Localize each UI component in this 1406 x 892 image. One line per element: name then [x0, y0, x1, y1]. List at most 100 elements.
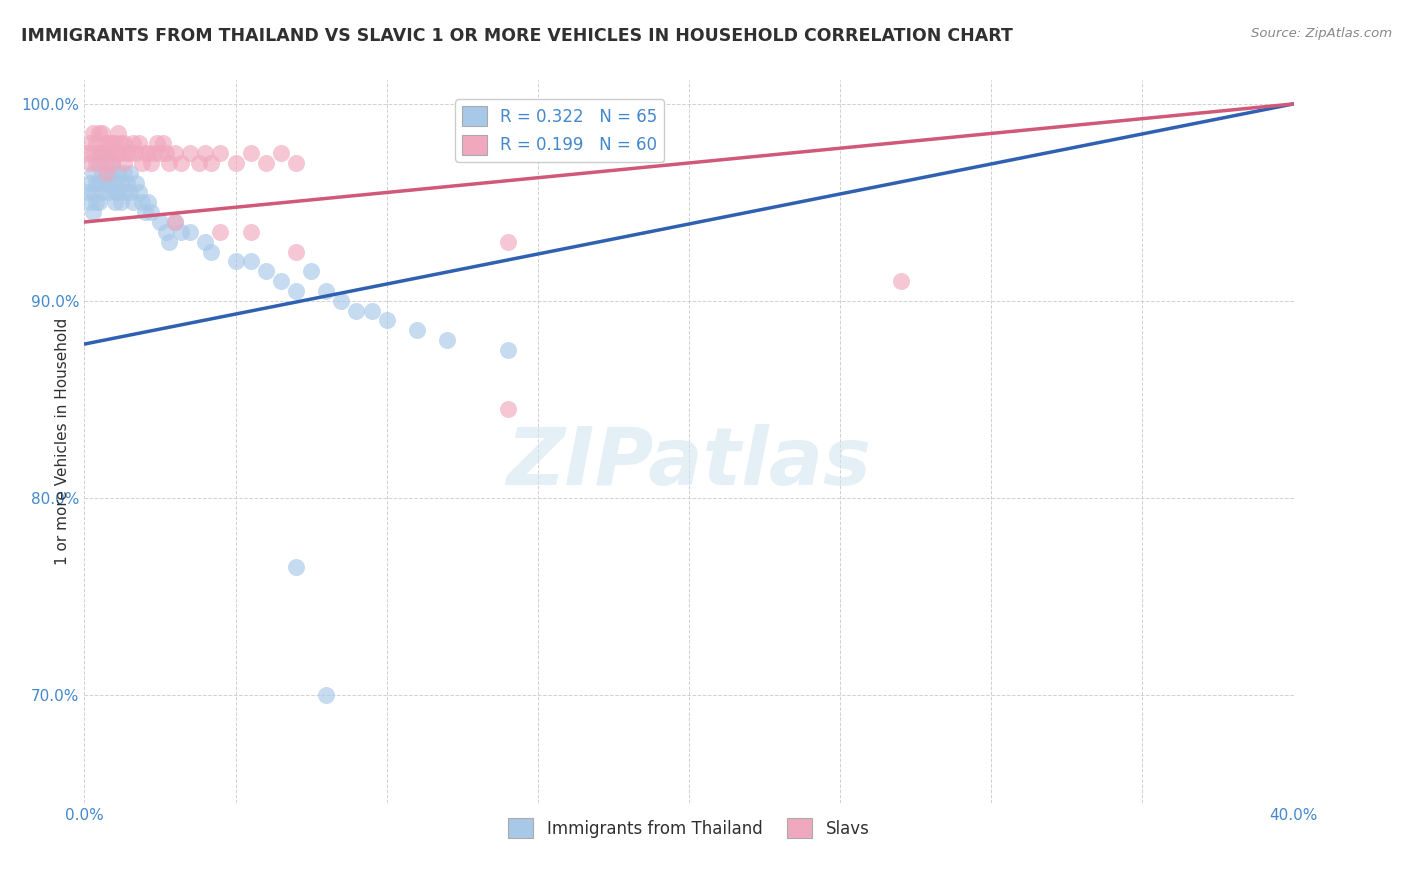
Point	[200, 156, 222, 170]
Point	[131, 156, 153, 170]
Point	[155, 146, 177, 161]
Point	[107, 186, 129, 200]
Point	[128, 186, 150, 200]
Point	[79, 156, 101, 170]
Point	[107, 146, 129, 161]
Point	[194, 235, 217, 249]
Point	[115, 146, 138, 161]
Point	[110, 146, 132, 161]
Point	[170, 225, 193, 239]
Point	[146, 136, 169, 151]
Point	[165, 215, 187, 229]
Point	[285, 244, 308, 259]
Point	[496, 402, 519, 417]
Point	[136, 195, 159, 210]
Point	[121, 136, 143, 151]
Point	[91, 127, 114, 141]
Point	[94, 156, 117, 170]
Text: ZIPatlas: ZIPatlas	[506, 425, 872, 502]
Point	[254, 156, 277, 170]
Text: Source: ZipAtlas.com: Source: ZipAtlas.com	[1251, 27, 1392, 40]
Point	[225, 156, 247, 170]
Point	[194, 146, 217, 161]
Point	[112, 186, 135, 200]
Point	[110, 136, 132, 151]
Point	[89, 195, 111, 210]
Point	[76, 186, 98, 200]
Point	[115, 176, 138, 190]
Point	[97, 166, 120, 180]
Point	[239, 225, 262, 239]
Point	[125, 176, 148, 190]
Point	[89, 127, 111, 141]
Point	[346, 303, 368, 318]
Point	[406, 323, 429, 337]
Point	[890, 274, 912, 288]
Legend: Immigrants from Thailand, Slavs: Immigrants from Thailand, Slavs	[502, 812, 876, 845]
Point	[86, 195, 108, 210]
Point	[285, 156, 308, 170]
Point	[188, 156, 211, 170]
Point	[91, 146, 114, 161]
Point	[139, 156, 162, 170]
Point	[100, 166, 122, 180]
Point	[134, 205, 156, 219]
Point	[86, 136, 108, 151]
Point	[82, 146, 104, 161]
Point	[82, 127, 104, 141]
Point	[131, 195, 153, 210]
Point	[118, 166, 141, 180]
Point	[121, 195, 143, 210]
Point	[170, 156, 193, 170]
Point	[91, 146, 114, 161]
Point	[165, 215, 187, 229]
Point	[225, 254, 247, 268]
Point	[89, 146, 111, 161]
Point	[496, 235, 519, 249]
Point	[94, 176, 117, 190]
Point	[157, 156, 180, 170]
Point	[97, 176, 120, 190]
Point	[97, 146, 120, 161]
Point	[94, 166, 117, 180]
Point	[496, 343, 519, 357]
Point	[89, 156, 111, 170]
Point	[107, 127, 129, 141]
Point	[82, 205, 104, 219]
Point	[179, 146, 201, 161]
Point	[112, 156, 135, 170]
Point	[136, 146, 159, 161]
Point	[239, 146, 262, 161]
Point	[89, 176, 111, 190]
Point	[152, 136, 174, 151]
Point	[100, 136, 122, 151]
Point	[375, 313, 398, 327]
Point	[125, 146, 148, 161]
Point	[104, 195, 127, 210]
Point	[94, 136, 117, 151]
Point	[330, 293, 353, 308]
Point	[79, 176, 101, 190]
Point	[134, 146, 156, 161]
Point	[97, 186, 120, 200]
Point	[179, 225, 201, 239]
Point	[94, 146, 117, 161]
Point	[100, 156, 122, 170]
Point	[128, 136, 150, 151]
Point	[285, 284, 308, 298]
Point	[436, 333, 458, 347]
Point	[104, 146, 127, 161]
Point	[91, 166, 114, 180]
Point	[112, 166, 135, 180]
Point	[94, 166, 117, 180]
Point	[86, 156, 108, 170]
Point	[157, 235, 180, 249]
Point	[76, 146, 98, 161]
Point	[285, 559, 308, 574]
Point	[104, 186, 127, 200]
Point	[209, 225, 232, 239]
Text: IMMIGRANTS FROM THAILAND VS SLAVIC 1 OR MORE VEHICLES IN HOUSEHOLD CORRELATION C: IMMIGRANTS FROM THAILAND VS SLAVIC 1 OR …	[21, 27, 1012, 45]
Point	[149, 146, 172, 161]
Point	[270, 146, 292, 161]
Point	[209, 146, 232, 161]
